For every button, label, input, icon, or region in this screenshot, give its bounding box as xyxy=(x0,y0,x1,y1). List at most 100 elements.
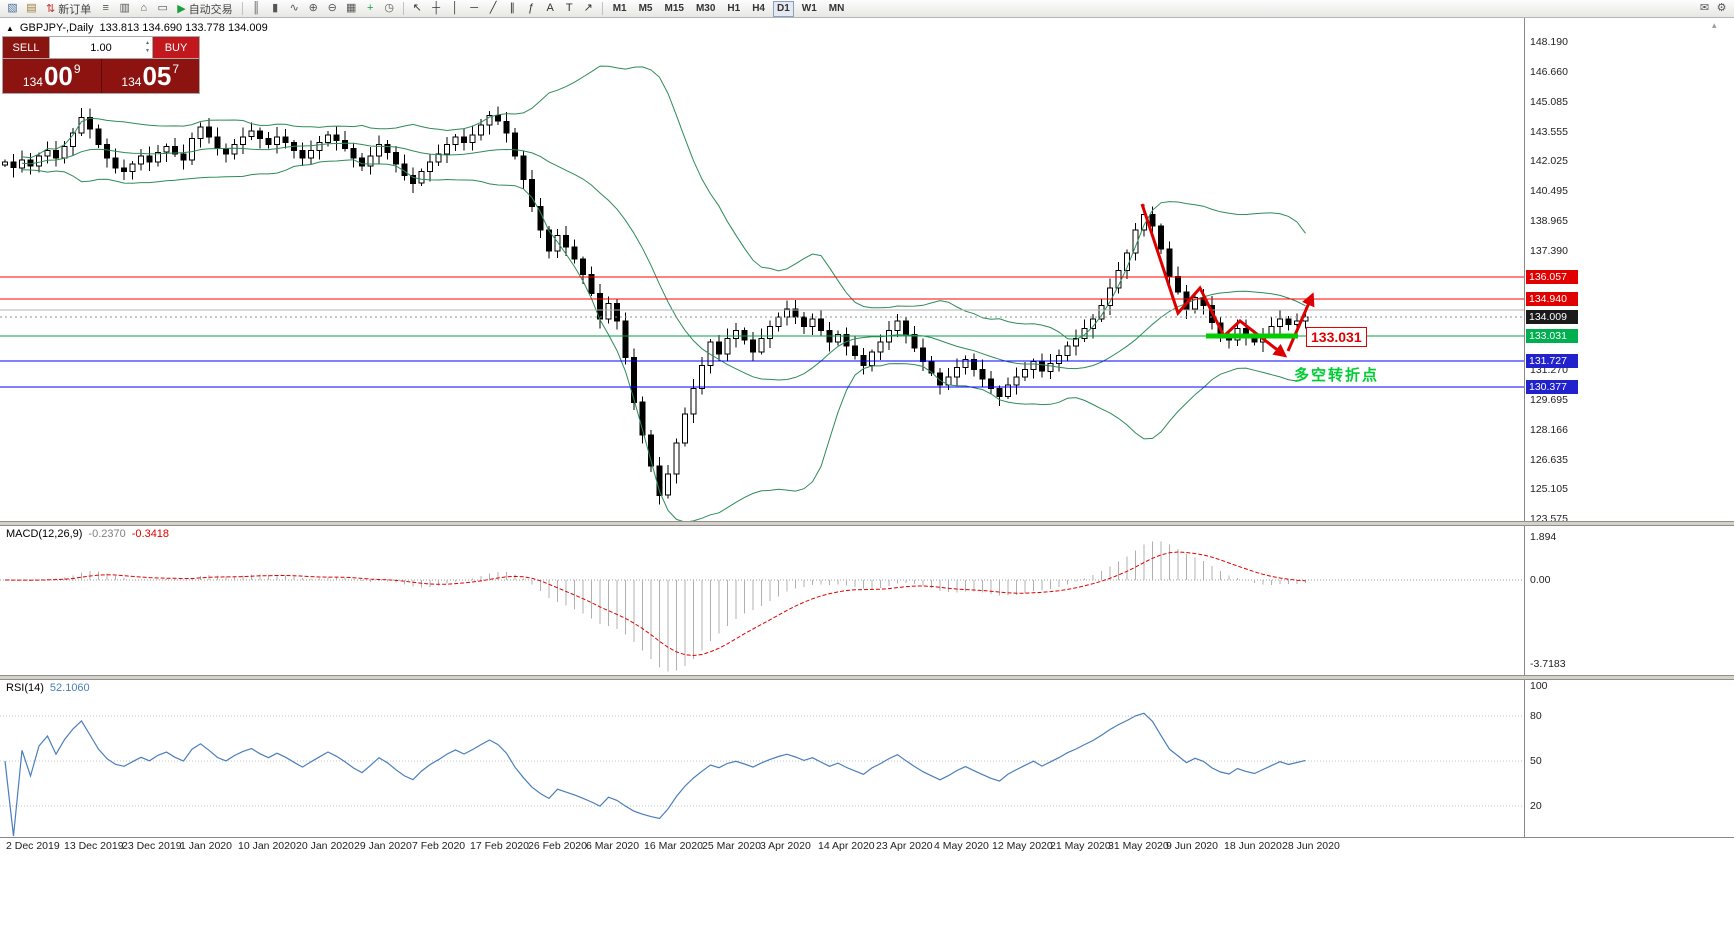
rsi-axis-label: 80 xyxy=(1530,710,1542,722)
rsi-panel[interactable] xyxy=(0,680,1734,837)
volume-stepper[interactable]: ▲ ▼ xyxy=(145,39,150,55)
zoom-in-icon[interactable]: ⊕ xyxy=(308,2,318,14)
date-axis-label: 20 Jan 2020 xyxy=(296,840,354,852)
profiles-icon[interactable]: ▤ xyxy=(26,2,37,14)
price-axis-label: 143.555 xyxy=(1530,126,1568,138)
text-icon[interactable]: A xyxy=(546,2,554,14)
data-window-icon[interactable]: ▥ xyxy=(119,2,130,14)
rsi-indicator-label: RSI(14) 52.1060 xyxy=(6,682,90,694)
timeframe-h1[interactable]: H1 xyxy=(727,3,741,14)
sell-price-base: 134 xyxy=(22,75,43,89)
market-watch-icon[interactable]: ≡ xyxy=(102,2,109,14)
macd-axis-label: 1.894 xyxy=(1530,531,1557,543)
settings-icon[interactable]: ⚙ xyxy=(1716,2,1727,14)
rsi-name: RSI(14) xyxy=(6,682,44,694)
stepper-down-icon[interactable]: ▼ xyxy=(145,48,150,54)
date-axis-label: 18 Jun 2020 xyxy=(1224,840,1282,852)
ohlc-values: 133.813 134.690 133.778 134.009 xyxy=(99,22,268,34)
terminal-icon[interactable]: ▭ xyxy=(157,2,168,14)
price-axis-border xyxy=(1524,18,1525,837)
line-chart-icon[interactable]: ∿ xyxy=(289,2,299,14)
macd-panel[interactable] xyxy=(0,526,1734,675)
date-axis-label: 28 Jun 2020 xyxy=(1282,840,1340,852)
date-axis-label: 26 Feb 2020 xyxy=(528,840,587,852)
price-badge: 134.940 xyxy=(1526,292,1578,306)
candlestick-chart-icon[interactable]: ▮ xyxy=(272,2,279,14)
macd-axis-label: -3.7183 xyxy=(1530,658,1566,670)
chart-window[interactable]: ▴ ▲ GBPJPY-,Daily 133.813 134.690 133.77… xyxy=(0,18,1734,948)
crosshair-icon[interactable]: ┼ xyxy=(432,2,441,14)
date-axis-label: 16 Mar 2020 xyxy=(644,840,703,852)
chart-ohlc-info: ▲ GBPJPY-,Daily 133.813 134.690 133.778 … xyxy=(6,22,268,34)
bollinger-lower xyxy=(21,159,1306,521)
sell-price-pips: 00 xyxy=(43,61,73,91)
new-order-button-label: 新订单 xyxy=(58,3,92,16)
support-level-label[interactable]: 133.031 xyxy=(1306,327,1367,347)
label-icon[interactable]: T xyxy=(565,2,573,14)
timeframe-m15[interactable]: M15 xyxy=(664,3,684,14)
fibonacci-icon[interactable]: ƒ xyxy=(528,2,535,14)
candles-layer xyxy=(2,106,1309,505)
symbol-title: GBPJPY-,Daily xyxy=(19,22,94,34)
arrows-icon[interactable]: ↗ xyxy=(583,2,593,14)
date-axis-label: 4 May 2020 xyxy=(934,840,989,852)
timeframe-d1[interactable]: D1 xyxy=(773,0,794,17)
toolbar-right-group: ✉ ⚙ xyxy=(1696,1,1730,16)
buy-button[interactable]: BUY xyxy=(153,37,199,58)
price-axis-label: 125.105 xyxy=(1530,483,1568,495)
new-order-button[interactable]: ⇅ 新订单 xyxy=(42,1,95,16)
date-axis-label: 29 Jan 2020 xyxy=(354,840,412,852)
timeframe-m30[interactable]: M30 xyxy=(695,3,716,14)
periods-icon[interactable]: ◷ xyxy=(384,2,394,14)
price-badge: 131.727 xyxy=(1526,354,1578,368)
price-divider xyxy=(100,59,102,93)
panel-splitter[interactable] xyxy=(0,521,1734,526)
turning-point-text[interactable]: 多空转折点 xyxy=(1294,367,1380,384)
bar-chart-icon[interactable]: ║ xyxy=(252,2,261,14)
date-axis-label: 1 Jan 2020 xyxy=(180,840,232,852)
buy-price[interactable]: 134 05 7 xyxy=(102,59,200,93)
zoom-out-icon[interactable]: ⊖ xyxy=(327,2,337,14)
price-axis-label: 128.166 xyxy=(1530,424,1568,436)
price-axis-label: 146.660 xyxy=(1530,66,1568,78)
tile-windows-icon[interactable]: ▦ xyxy=(345,2,357,14)
indicators-icon[interactable]: + xyxy=(366,2,374,14)
timeframe-m5[interactable]: M5 xyxy=(638,3,653,14)
horizontal-line-icon[interactable]: ─ xyxy=(470,2,479,14)
main-chart[interactable] xyxy=(0,18,1734,521)
trendline-icon[interactable]: ╱ xyxy=(489,2,497,14)
date-axis-label: 13 Dec 2019 xyxy=(64,840,124,852)
navigator-icon[interactable]: ⌂ xyxy=(140,2,148,14)
price-axis-label: 129.695 xyxy=(1530,394,1568,406)
cursor-icon[interactable]: ↖ xyxy=(412,2,422,14)
stepper-up-icon[interactable]: ▲ xyxy=(145,40,150,46)
buy-price-base: 134 xyxy=(121,75,142,89)
macd-axis-label: 0.00 xyxy=(1530,574,1551,586)
price-axis-label: 142.025 xyxy=(1530,155,1568,167)
trend-arrow xyxy=(1286,292,1315,352)
date-axis-label: 14 Apr 2020 xyxy=(818,840,875,852)
toolbar-separator xyxy=(402,2,404,15)
date-axis-label: 6 Mar 2020 xyxy=(586,840,640,852)
channel-icon[interactable]: ∥ xyxy=(509,2,515,14)
chart-shift-marker[interactable]: ▴ xyxy=(1712,20,1717,30)
new-chart-icon[interactable]: ▧ xyxy=(7,2,18,14)
mail-icon[interactable]: ✉ xyxy=(1699,2,1710,14)
autotrading-button[interactable]: ▶ 自动交易 xyxy=(173,1,236,16)
vertical-line-icon[interactable]: │ xyxy=(451,2,459,14)
date-axis-label: 25 Mar 2020 xyxy=(702,840,761,852)
sell-button[interactable]: SELL xyxy=(3,37,49,58)
date-axis-label: 21 May 2020 xyxy=(1050,840,1111,852)
timeframe-h4[interactable]: H4 xyxy=(752,3,765,14)
timeframe-m1[interactable]: M1 xyxy=(612,3,627,14)
timeframe-mn[interactable]: MN xyxy=(828,3,845,14)
sell-price[interactable]: 134 00 9 xyxy=(3,59,101,93)
date-axis-label: 9 Jun 2020 xyxy=(1166,840,1218,852)
timeframe-w1[interactable]: W1 xyxy=(801,3,817,14)
rsi-line xyxy=(4,712,1306,837)
date-axis-label: 7 Feb 2020 xyxy=(412,840,466,852)
panel-splitter[interactable] xyxy=(0,675,1734,680)
date-axis-label: 12 May 2020 xyxy=(992,840,1053,852)
sell-price-point: 9 xyxy=(73,62,81,76)
volume-input[interactable]: 1.00 ▲ ▼ xyxy=(49,37,153,58)
